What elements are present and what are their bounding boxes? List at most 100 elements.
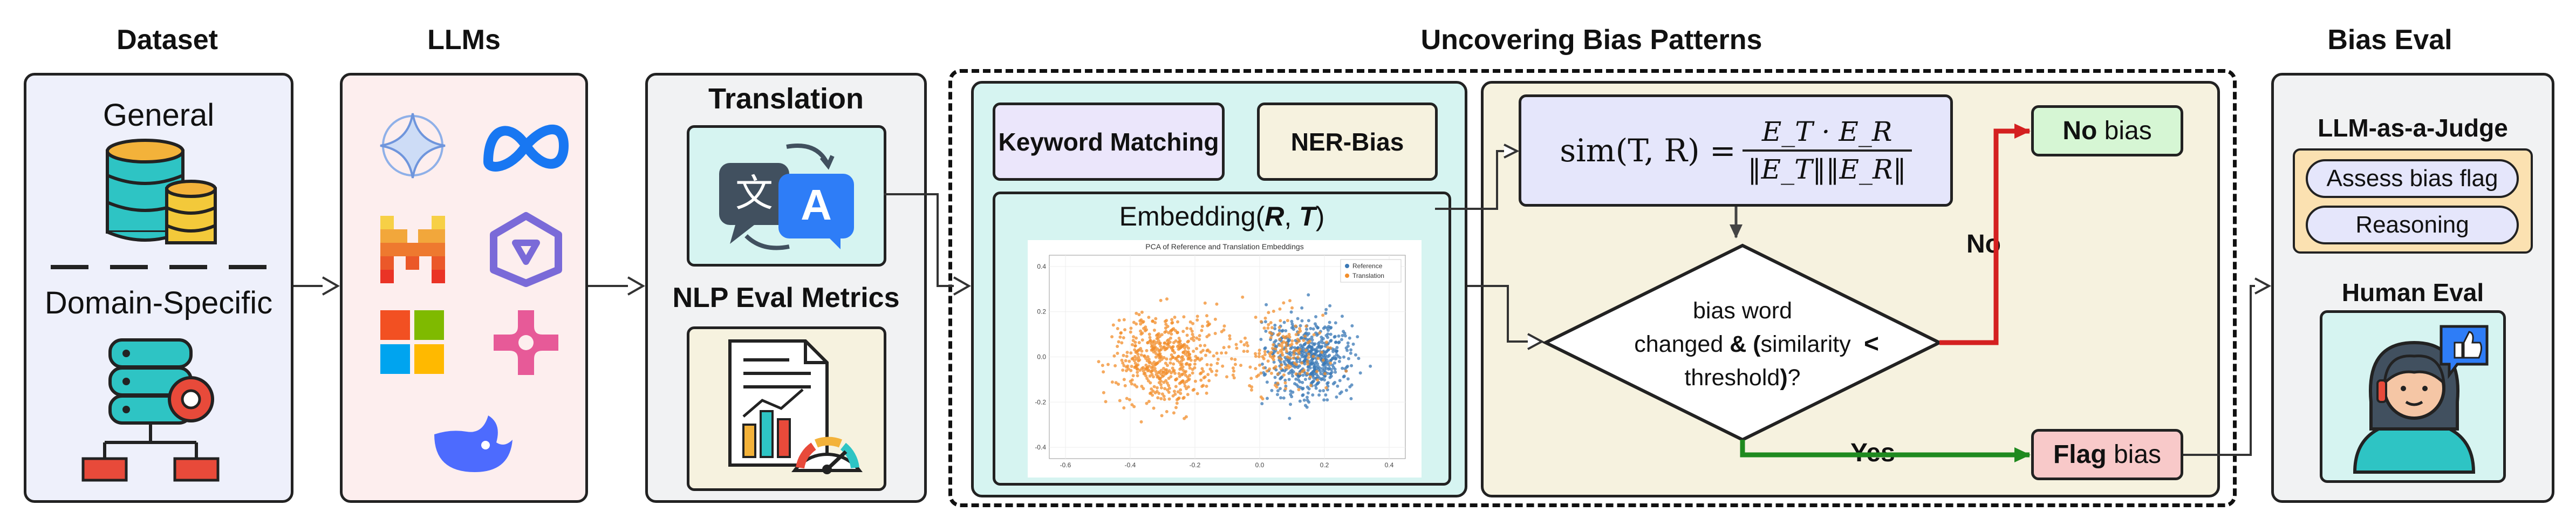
pca-point-translation: [1121, 361, 1125, 365]
pca-point-translation: [1272, 343, 1275, 346]
pca-point-translation: [1243, 336, 1247, 340]
pca-point-reference: [1306, 365, 1310, 369]
pca-plot: PCA of Reference and Translation Embeddi…: [1028, 240, 1422, 478]
pca-point-reference: [1324, 308, 1328, 311]
translation-icon-box: 文 A: [687, 125, 886, 267]
pca-point-reference: [1288, 338, 1292, 342]
pca-point-translation: [1177, 354, 1180, 358]
pca-point-translation: [1254, 352, 1258, 356]
pca-point-translation: [1102, 391, 1105, 394]
pca-point-translation: [1326, 345, 1330, 349]
pca-point-translation: [1213, 331, 1217, 335]
pca-point-reference: [1313, 322, 1317, 326]
pca-point-reference: [1325, 371, 1329, 375]
pca-point-translation: [1193, 362, 1197, 366]
pca-point-translation: [1280, 363, 1283, 367]
pca-point-translation: [1171, 366, 1174, 370]
pca-point-reference: [1337, 334, 1341, 338]
pca-point-translation: [1294, 348, 1297, 352]
pca-point-reference: [1303, 378, 1307, 381]
pca-point-translation: [1149, 392, 1152, 395]
pca-point-translation: [1153, 391, 1157, 395]
pca-point-reference: [1300, 354, 1304, 358]
formula-denominator: ‖E_T‖‖E_R‖: [1747, 154, 1907, 185]
pca-point-translation: [1132, 335, 1136, 339]
pca-point-translation: [1167, 344, 1171, 348]
pca-point-translation: [1150, 372, 1154, 376]
pca-point-reference: [1264, 329, 1268, 333]
pca-point-translation: [1165, 297, 1169, 301]
pca-point-translation: [1207, 379, 1211, 383]
pca-point-translation: [1156, 347, 1159, 351]
pca-point-reference: [1337, 359, 1341, 363]
pca-point-reference: [1293, 365, 1297, 369]
pca-point-translation: [1165, 381, 1169, 385]
pca-point-reference: [1291, 390, 1295, 394]
pca-point-translation: [1321, 313, 1325, 317]
pca-point-translation: [1246, 350, 1249, 353]
pca-point-translation: [1152, 406, 1156, 410]
pca-point-translation: [1290, 343, 1294, 346]
pca-point-reference: [1320, 335, 1323, 339]
pca-point-translation: [1193, 379, 1197, 383]
pca-point-translation: [1154, 370, 1158, 373]
pca-point-reference: [1321, 341, 1324, 345]
formula-fraction: E_T · E_R ‖E_T‖‖E_R‖: [1742, 116, 1912, 185]
pca-point-translation: [1267, 311, 1270, 315]
pca-point-translation: [1137, 313, 1141, 317]
pca-point-translation: [1239, 364, 1243, 367]
pca-y-tick: 0.4: [1037, 263, 1046, 270]
pca-point-translation: [1158, 342, 1161, 346]
pca-point-translation: [1232, 376, 1236, 380]
pca-point-translation: [1274, 365, 1277, 369]
pca-point-translation: [1295, 341, 1299, 345]
pca-point-translation: [1233, 358, 1237, 362]
pca-point-translation: [1158, 377, 1161, 380]
pca-point-translation: [1210, 370, 1214, 373]
pca-point-reference: [1349, 351, 1352, 355]
pca-point-translation: [1191, 332, 1194, 336]
pca-point-reference: [1329, 368, 1333, 372]
pca-point-reference: [1358, 371, 1362, 375]
pca-point-reference: [1328, 376, 1332, 379]
report-chart-icon: [728, 339, 863, 474]
pca-point-reference: [1265, 303, 1268, 306]
pca-point-reference: [1324, 357, 1328, 361]
pca-point-translation: [1167, 391, 1171, 394]
pca-point-translation: [1254, 354, 1258, 358]
pca-point-reference: [1306, 395, 1309, 399]
pca-point-translation: [1136, 367, 1139, 371]
pca-point-translation: [1176, 331, 1179, 335]
pca-point-reference: [1312, 379, 1316, 383]
pca-point-translation: [1140, 310, 1144, 314]
pca-point-translation: [1156, 396, 1160, 400]
pca-point-translation: [1302, 369, 1306, 372]
pca-point-translation: [1215, 351, 1219, 355]
pca-point-reference: [1289, 310, 1293, 314]
pca-point-reference: [1335, 346, 1339, 350]
pca-point-translation: [1306, 372, 1309, 376]
pca-point-reference: [1279, 396, 1283, 400]
pca-point-translation: [1161, 346, 1165, 350]
pca-point-reference: [1354, 353, 1357, 357]
pca-point-reference: [1280, 375, 1284, 379]
pca-point-translation: [1123, 328, 1127, 332]
pca-point-translation: [1215, 362, 1219, 365]
pca-point-translation: [1133, 383, 1137, 387]
pca-point-translation: [1199, 344, 1202, 347]
pca-point-translation: [1157, 381, 1161, 385]
pca-point-reference: [1350, 324, 1354, 328]
pca-point-translation: [1185, 380, 1188, 384]
pca-point-reference: [1317, 393, 1321, 397]
pca-legend: [1340, 259, 1402, 283]
no-bias-box: No bias: [2031, 105, 2183, 156]
pca-point-translation: [1280, 347, 1284, 351]
pca-point-translation: [1122, 364, 1126, 367]
pca-point-translation: [1152, 339, 1156, 343]
pca-point-translation: [1149, 381, 1152, 385]
pca-point-translation: [1179, 366, 1183, 370]
qwen-icon: [490, 212, 562, 287]
pca-point-translation: [1269, 350, 1273, 354]
section-title-uncovering: Uncovering Bias Patterns: [1420, 24, 1762, 56]
pca-point-translation: [1315, 370, 1319, 373]
